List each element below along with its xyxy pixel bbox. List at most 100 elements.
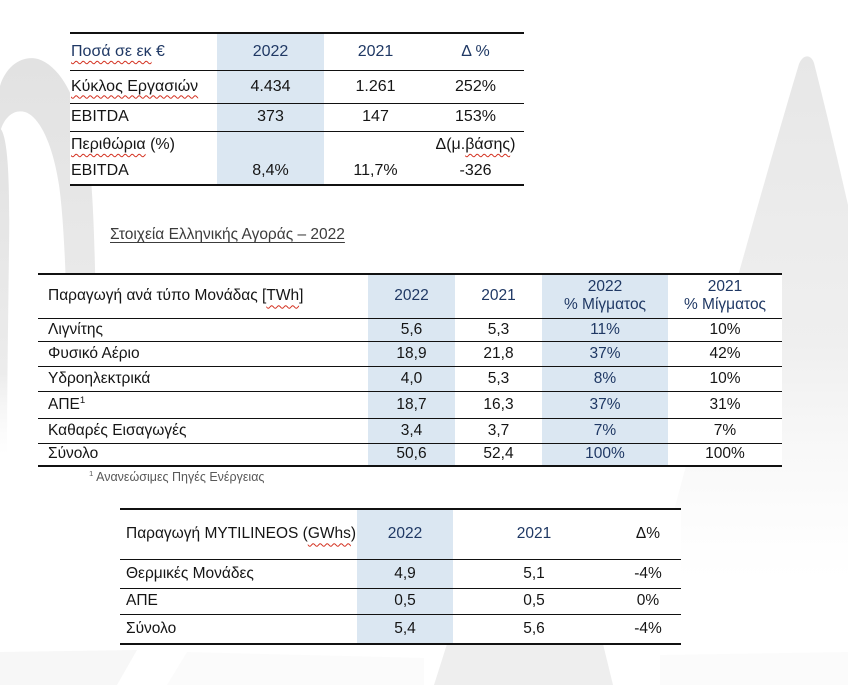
- cell-2022: 373: [217, 103, 324, 132]
- cell-2022: 5,4: [357, 614, 453, 644]
- column-header-2021: 2021: [455, 274, 542, 319]
- cell-2022-mix: 37%: [542, 391, 668, 419]
- cell-2022: 50,6: [368, 443, 455, 466]
- cell-label: EBITDA: [71, 162, 129, 179]
- cell-2022: [217, 131, 324, 158]
- table-row: Κύκλος Εργασιών 4.434 1.261 252%: [70, 70, 524, 104]
- cell-delta: -326: [459, 162, 492, 179]
- cell-label: Κύκλος Εργασιών: [70, 70, 217, 104]
- cell-2021: 1.261: [324, 70, 427, 104]
- cell-2021: 5,3: [455, 318, 542, 342]
- column-header-2022: 2022: [368, 274, 455, 319]
- cell-2022-mix: 11%: [542, 318, 668, 342]
- cell-2022: 18,7: [368, 391, 455, 419]
- cell-2022: 0,5: [357, 588, 453, 615]
- renewables-footnote: 1 Ανανεώσιμες Πηγές Ενέργειας: [89, 468, 265, 484]
- cell-label: Περιθώρια (%): [71, 135, 175, 153]
- cell-2022: 4,0: [368, 366, 455, 392]
- watermark-bottom-center-shape: [434, 644, 613, 685]
- column-header-2022: 2022: [357, 509, 453, 560]
- table-row-total: Σύνολο 50,6 52,4 100% 100%: [38, 443, 782, 466]
- column-header-2021-mix: 2021% Μίγματος: [668, 274, 782, 319]
- column-header-2021: 2021: [324, 33, 427, 71]
- cell-2022: 3,4: [368, 418, 455, 444]
- cell-2022: 18,9: [368, 341, 455, 367]
- spellcheck-marked-text: Περιθώρια: [71, 135, 146, 153]
- table-row-total: Σύνολο 5,4 5,6 -4%: [120, 614, 681, 644]
- spellcheck-marked-text: GWhs: [307, 525, 351, 543]
- table-row-header: Παραγωγή MYTILINEOS (GWhs) 2022 2021 Δ%: [120, 509, 681, 560]
- financial-summary-table: Ποσά σε εκ € 2022 2021 Δ % Κύκλος Εργασι…: [70, 32, 524, 186]
- cell-2022: 4.434: [217, 70, 324, 104]
- cell-label: Καθαρές Εισαγωγές: [38, 418, 368, 444]
- table-row: Θερμικές Μονάδες 4,9 5,1 -4%: [120, 559, 681, 589]
- cell-2021: 5,1: [453, 559, 615, 589]
- market-production-table: Παραγωγή ανά τύπο Μονάδας [TWh] 2022 202…: [38, 273, 782, 467]
- table-row-margins: Περιθώρια (%) Δ(μ.βάσης): [70, 131, 524, 158]
- cell-label: Υδροηλεκτρικά: [38, 366, 368, 392]
- section-heading: Στοιχεία Ελληνικής Αγοράς – 2022: [110, 226, 345, 244]
- cell-2022: 8,4%: [217, 158, 324, 185]
- cell-2021-mix: 31%: [668, 391, 782, 419]
- table-row: ΑΠΕ1 18,7 16,3 37% 31%: [38, 391, 782, 419]
- column-header-2022-mix: 2022% Μίγματος: [542, 274, 668, 319]
- table-row: Καθαρές Εισαγωγές 3,4 3,7 7% 7%: [38, 418, 782, 444]
- column-header-2022: 2022: [217, 33, 324, 71]
- cell-2021-mix: 42%: [668, 341, 782, 367]
- cell-2021: 0,5: [453, 588, 615, 615]
- cell-2022: 5,6: [368, 318, 455, 342]
- table-row: Φυσικό Αέριο 18,9 21,8 37% 42%: [38, 341, 782, 367]
- section-heading-text: Στοιχεία Ελληνικής Αγοράς – 2022: [110, 226, 345, 243]
- watermark-left-strip-shape: [0, 128, 10, 455]
- cell-label: Φυσικό Αέριο: [38, 341, 368, 367]
- table-row: EBITDA 373 147 153%: [70, 103, 524, 132]
- cell-2022: 4,9: [357, 559, 453, 589]
- spellcheck-marked-text: TWh: [266, 287, 300, 305]
- cell-2021-mix: 7%: [668, 418, 782, 444]
- table-row: EBITDA 8,4% 11,7% -326: [70, 158, 524, 185]
- cell-label: Λιγνίτης: [38, 318, 368, 342]
- cell-2021: 21,8: [455, 341, 542, 367]
- cell-delta: Δ(μ.βάσης): [435, 135, 516, 153]
- cell-label: ΑΠΕ1: [38, 391, 368, 419]
- cell-2022-mix: 37%: [542, 341, 668, 367]
- cell-label: Θερμικές Μονάδες: [120, 559, 357, 589]
- cell-2022-mix: 7%: [542, 418, 668, 444]
- amounts-unit-label: Ποσά σε εκ €: [70, 33, 217, 71]
- column-header-delta: Δ%: [615, 509, 681, 560]
- spellcheck-marked-text: Ποσά σε εκ: [71, 42, 152, 60]
- table-row-header: Παραγωγή ανά τύπο Μονάδας [TWh] 2022 202…: [38, 274, 782, 319]
- cell-delta: -4%: [615, 559, 681, 589]
- watermark-bottom-right-shape: [660, 652, 848, 685]
- cell-delta: 252%: [427, 70, 524, 104]
- cell-2021: 5,3: [455, 366, 542, 392]
- cell-2021: 11,7%: [353, 162, 398, 179]
- table-row: ΑΠΕ 0,5 0,5 0%: [120, 588, 681, 615]
- column-header-delta: Δ %: [427, 33, 524, 71]
- cell-label: ΑΠΕ: [120, 588, 357, 615]
- cell-2021: [324, 131, 427, 158]
- cell-2021-mix: 100%: [705, 445, 745, 463]
- watermark-bottom-left-shape: [0, 650, 137, 685]
- cell-2021: 147: [324, 103, 427, 132]
- cell-2021: 3,7: [455, 418, 542, 444]
- spellcheck-marked-text: Κύκλος Εργασιών: [71, 77, 199, 95]
- cell-2021-mix: 10%: [668, 366, 782, 392]
- table-row: Λιγνίτης 5,6 5,3 11% 10%: [38, 318, 782, 342]
- table3-title: Παραγωγή MYTILINEOS (GWhs): [120, 509, 357, 560]
- table-row-header: Ποσά σε εκ € 2022 2021 Δ %: [70, 33, 524, 71]
- cell-label: Σύνολο: [126, 619, 177, 637]
- table-row: Υδροηλεκτρικά 4,0 5,3 8% 10%: [38, 366, 782, 392]
- mytilineos-production-table: Παραγωγή MYTILINEOS (GWhs) 2022 2021 Δ% …: [120, 508, 681, 645]
- cell-label: EBITDA: [70, 103, 217, 132]
- cell-delta: 0%: [615, 588, 681, 615]
- cell-delta: 153%: [427, 103, 524, 132]
- cell-2021: 16,3: [455, 391, 542, 419]
- cell-label: Σύνολο: [48, 445, 99, 463]
- cell-2021: 52,4: [483, 445, 514, 463]
- cell-2022-mix: 8%: [542, 366, 668, 392]
- cell-delta: -4%: [634, 619, 662, 637]
- watermark-bottom-left2-shape: [167, 652, 424, 685]
- table2-title: Παραγωγή ανά τύπο Μονάδας [TWh]: [38, 274, 368, 319]
